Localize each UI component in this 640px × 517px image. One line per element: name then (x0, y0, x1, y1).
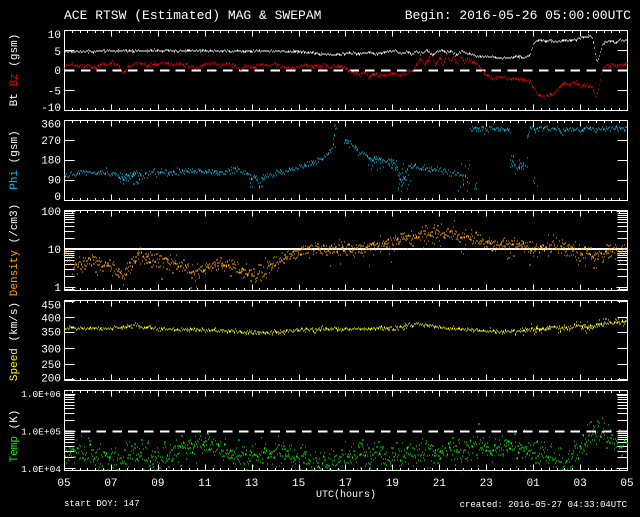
svg-text:1.0E+06: 1.0E+06 (21, 389, 61, 400)
svg-text:03: 03 (573, 478, 586, 490)
svg-text:start DOY: 147: start DOY: 147 (64, 499, 140, 509)
svg-text:100: 100 (41, 207, 61, 219)
svg-text:10: 10 (48, 30, 61, 42)
svg-text:-10: -10 (41, 103, 61, 115)
svg-text:-5: -5 (48, 86, 61, 98)
svg-text:Bt Bz (gsm): Bt Bz (gsm) (9, 34, 21, 107)
svg-text:360: 360 (41, 120, 61, 132)
svg-text:10: 10 (48, 245, 61, 257)
svg-text:Density (/cm3): Density (/cm3) (9, 204, 21, 296)
svg-text:0: 0 (54, 66, 61, 78)
svg-text:23: 23 (480, 478, 493, 490)
svg-text:11: 11 (198, 478, 212, 490)
svg-text:90: 90 (48, 175, 61, 187)
svg-text:UTC(hours): UTC(hours) (316, 489, 376, 501)
svg-text:300: 300 (41, 344, 61, 356)
svg-text:Temp (K): Temp (K) (9, 410, 21, 463)
svg-text:180: 180 (41, 156, 61, 168)
svg-text:350: 350 (41, 328, 61, 340)
svg-text:250: 250 (41, 360, 61, 372)
svg-text:0: 0 (54, 192, 61, 204)
svg-text:created: 2016-05-27 04:33:04UT: created: 2016-05-27 04:33:04UTC (460, 500, 628, 510)
svg-text:Begin: 2016-05-26 05:00:00UTC: Begin: 2016-05-26 05:00:00UTC (405, 8, 631, 23)
svg-text:Speed (km/s): Speed (km/s) (9, 302, 21, 381)
svg-text:13: 13 (245, 478, 258, 490)
svg-text:01: 01 (527, 478, 541, 490)
svg-text:270: 270 (41, 136, 61, 148)
svg-text:1.0E+05: 1.0E+05 (21, 427, 61, 438)
svg-text:07: 07 (104, 478, 117, 490)
svg-text:Phi (gsm): Phi (gsm) (9, 130, 21, 189)
svg-text:21: 21 (433, 478, 447, 490)
svg-text:5: 5 (54, 47, 61, 59)
svg-text:450: 450 (41, 301, 61, 313)
svg-text:15: 15 (292, 478, 305, 490)
svg-text:400: 400 (41, 314, 61, 326)
svg-text:09: 09 (151, 478, 164, 490)
svg-text:ACE RTSW (Estimated) MAG & SWE: ACE RTSW (Estimated) MAG & SWEPAM (64, 8, 321, 23)
svg-text:05: 05 (620, 478, 633, 490)
svg-text:200: 200 (41, 373, 61, 385)
svg-text:1: 1 (54, 283, 61, 295)
svg-text:1.0E+04: 1.0E+04 (21, 464, 61, 475)
svg-text:05: 05 (57, 478, 70, 490)
svg-text:17: 17 (339, 478, 352, 490)
svg-text:19: 19 (386, 478, 399, 490)
